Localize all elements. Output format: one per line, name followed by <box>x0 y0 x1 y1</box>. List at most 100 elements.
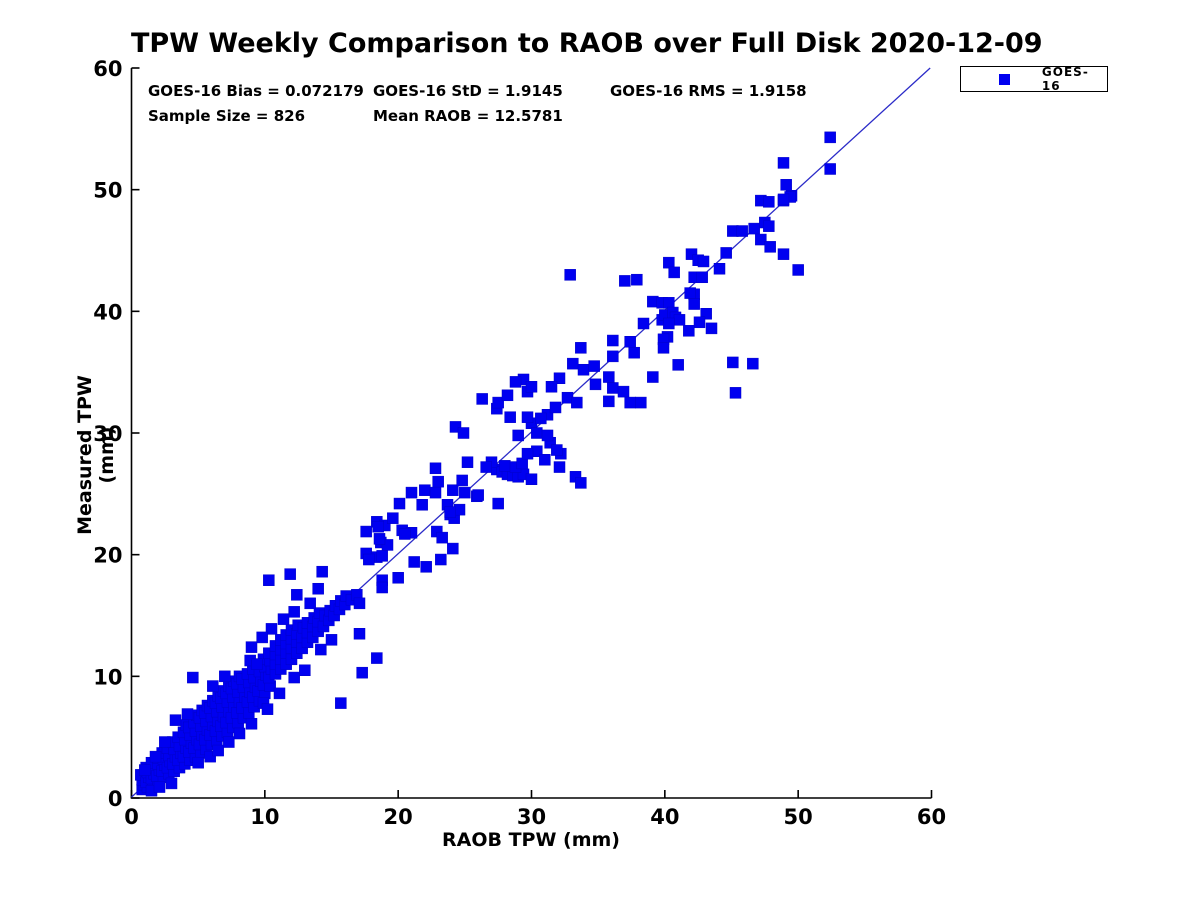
scatter-point <box>551 444 563 456</box>
y-tick-label: 30 <box>93 422 122 446</box>
scatter-point <box>299 664 311 676</box>
scatter-point <box>553 461 566 473</box>
scatter-point <box>564 269 576 281</box>
scatter-point <box>727 356 739 369</box>
scatter-point <box>668 266 680 279</box>
scatter-point <box>356 666 368 679</box>
scatter-point <box>284 568 296 580</box>
scatter-point <box>672 359 684 371</box>
scatter-point <box>635 396 647 409</box>
scatter-point <box>663 256 675 269</box>
scatter-point <box>539 454 551 466</box>
scatter-point <box>456 474 468 487</box>
scatter-point <box>512 429 524 442</box>
scatter-point <box>631 273 643 286</box>
scatter-point <box>447 484 459 496</box>
scatter-point <box>780 179 792 191</box>
scatter-point <box>245 641 258 653</box>
chart-title: TPW Weekly Comparison to RAOB over Full … <box>131 28 1043 59</box>
scatter-point <box>219 670 231 683</box>
x-tick-label: 20 <box>384 805 413 829</box>
scatter-point <box>139 764 151 776</box>
scatter-point <box>705 322 718 335</box>
scatter-point <box>685 248 698 260</box>
scatter-point <box>419 484 431 496</box>
x-tick-label: 10 <box>250 805 279 829</box>
scatter-point <box>521 447 534 460</box>
scatter-point <box>263 574 275 586</box>
scatter-point <box>353 597 366 610</box>
scatter-point <box>233 727 246 740</box>
scatter-point <box>755 233 767 246</box>
scatter-point <box>169 714 182 726</box>
scatter-point <box>657 342 670 354</box>
y-tick-label: 0 <box>108 787 123 811</box>
scatter-point <box>549 401 562 414</box>
scatter-point <box>688 298 700 310</box>
scatter-point <box>628 346 640 359</box>
x-tick-label: 50 <box>784 805 813 829</box>
scatter-point <box>387 512 399 524</box>
y-tick-label: 40 <box>93 300 122 324</box>
scatter-point <box>461 456 474 468</box>
scatter-point <box>499 460 511 472</box>
scatter-point <box>777 157 790 169</box>
scatter-point <box>516 457 528 470</box>
scatter-point <box>535 412 547 425</box>
scatter-point <box>159 736 171 748</box>
scatter-point <box>637 317 650 330</box>
scatter-point <box>204 750 216 763</box>
scatter-point <box>683 325 695 337</box>
y-tick-label: 50 <box>93 179 122 203</box>
scatter-point <box>432 475 444 488</box>
scatter-point <box>663 317 675 330</box>
scatter-point <box>504 411 516 423</box>
scatter-point <box>277 613 290 625</box>
stat-std: GOES-16 StD = 1.9145 <box>373 82 563 100</box>
scatter-point <box>405 486 418 499</box>
scatter-point <box>607 334 619 347</box>
scatter-point <box>316 565 328 578</box>
y-tick-label: 20 <box>93 544 122 568</box>
scatter-point <box>492 497 504 510</box>
stat-mean-raob: Mean RAOB = 12.5781 <box>373 107 563 125</box>
scatter-point <box>304 597 316 610</box>
scatter-point <box>777 193 790 206</box>
scatter-point <box>624 336 636 348</box>
scatter-point <box>824 163 836 175</box>
scatter-point <box>325 634 338 646</box>
scatter-point <box>736 225 748 237</box>
scatter-point <box>480 461 492 473</box>
scatter-point <box>444 506 456 518</box>
scatter-point <box>363 553 375 566</box>
legend-marker-square-icon <box>999 73 1010 85</box>
x-tick-label: 0 <box>124 805 139 829</box>
stat-bias: GOES-16 Bias = 0.072179 <box>148 82 364 100</box>
x-tick-label: 60 <box>917 805 946 829</box>
scatter-point <box>416 499 428 511</box>
scatter-point <box>149 750 162 763</box>
scatter-point <box>571 396 583 409</box>
scatter-point <box>315 643 327 656</box>
stat-sample-size: Sample Size = 826 <box>148 107 306 125</box>
scatter-point <box>763 220 775 232</box>
scatter-point <box>693 316 706 329</box>
scatter-point <box>399 528 411 540</box>
scatter-point <box>589 378 602 391</box>
scatter-point <box>624 396 636 409</box>
scatter-point <box>392 572 404 584</box>
scatter-point <box>684 287 696 299</box>
scatter-point <box>824 131 836 144</box>
stat-rms: GOES-16 RMS = 1.9158 <box>610 82 807 100</box>
scatter-point <box>181 708 194 720</box>
scatter-point <box>371 652 383 664</box>
scatter-point <box>420 561 432 573</box>
scatter-point <box>476 393 488 405</box>
scatter-point <box>472 489 484 501</box>
scatter-point <box>207 680 219 692</box>
scatter-point <box>647 371 659 383</box>
scatter-point <box>429 486 442 499</box>
scatter-point <box>619 275 631 287</box>
